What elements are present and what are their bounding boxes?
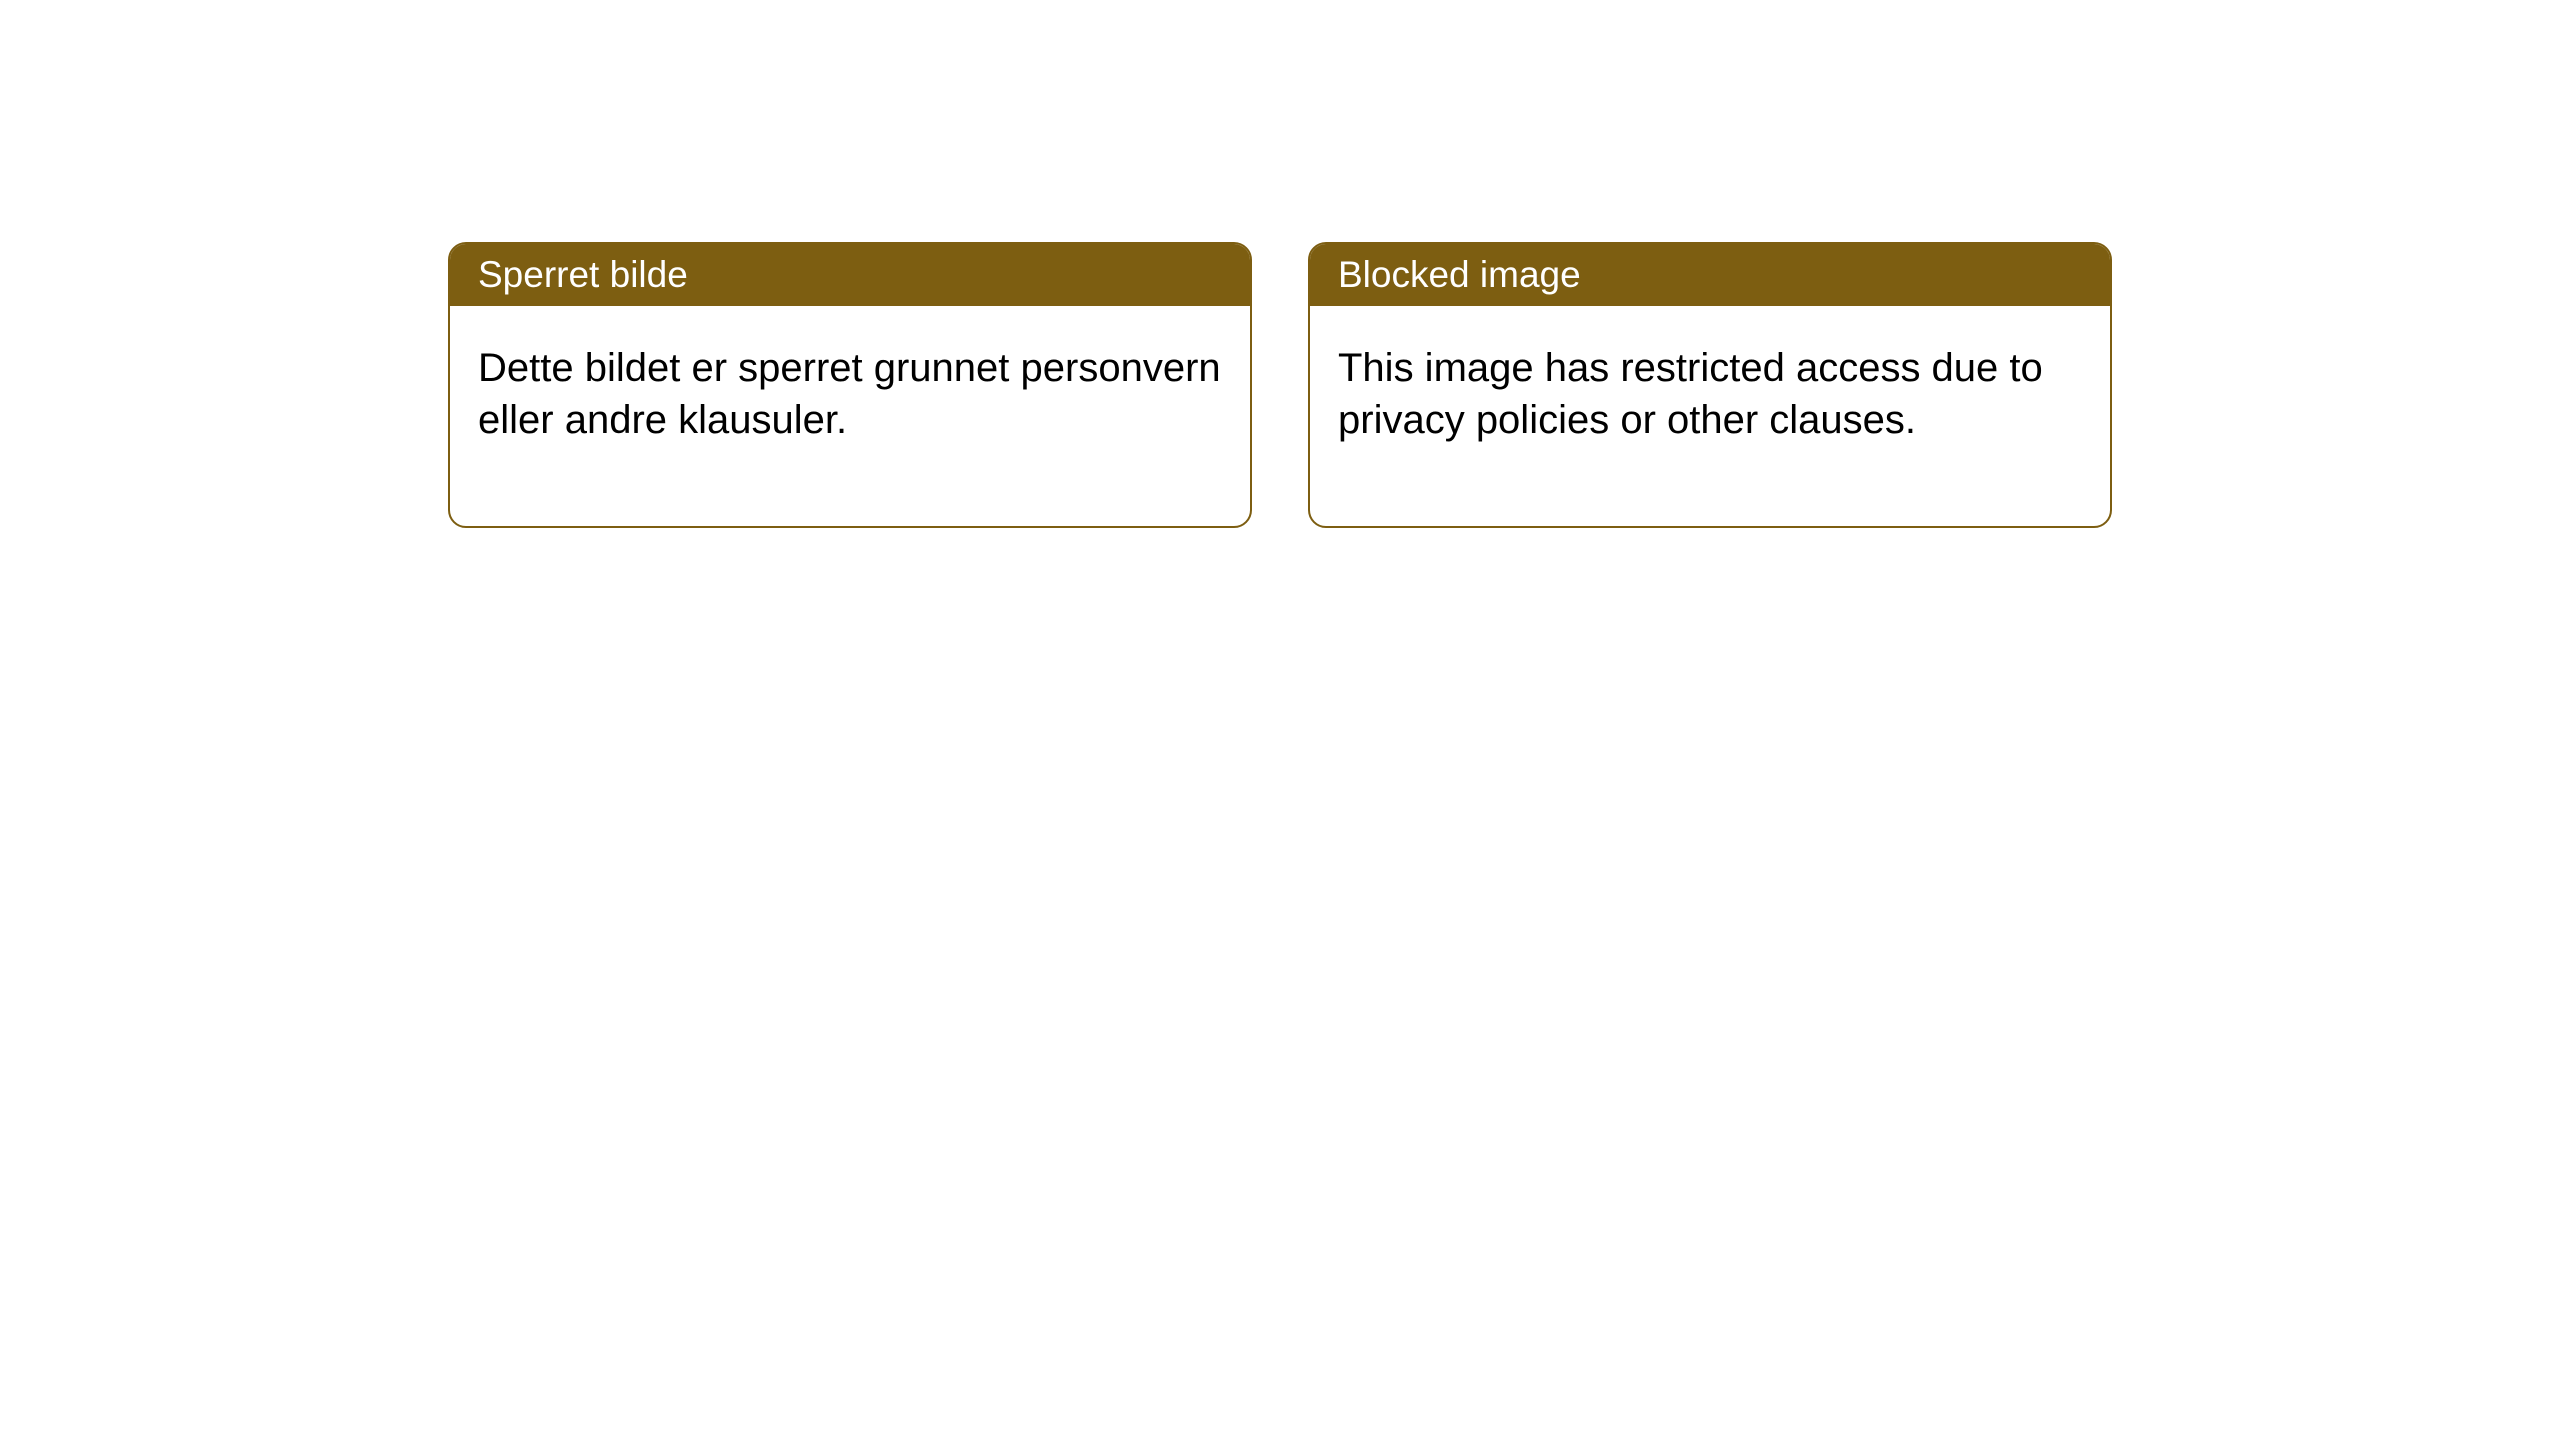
card-title: Sperret bilde — [478, 254, 688, 295]
card-body-text: This image has restricted access due to … — [1338, 346, 2043, 442]
card-body-text: Dette bildet er sperret grunnet personve… — [478, 346, 1221, 442]
notice-container: Sperret bilde Dette bildet er sperret gr… — [448, 242, 2112, 528]
card-body: Dette bildet er sperret grunnet personve… — [450, 306, 1250, 526]
card-body: This image has restricted access due to … — [1310, 306, 2110, 526]
card-title: Blocked image — [1338, 254, 1581, 295]
card-header: Sperret bilde — [450, 244, 1250, 306]
card-header: Blocked image — [1310, 244, 2110, 306]
blocked-image-card-no: Sperret bilde Dette bildet er sperret gr… — [448, 242, 1252, 528]
blocked-image-card-en: Blocked image This image has restricted … — [1308, 242, 2112, 528]
